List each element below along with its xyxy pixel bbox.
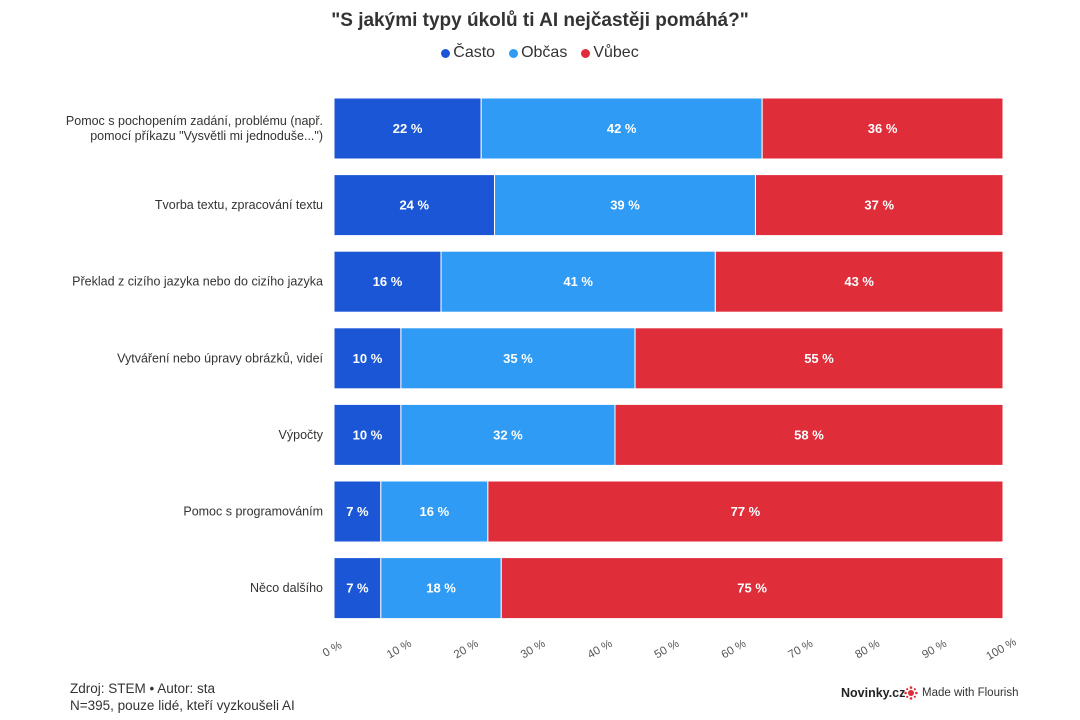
data-label: 32 % xyxy=(493,427,523,442)
bar-segment[interactable] xyxy=(333,403,402,466)
data-label: 37 % xyxy=(864,198,894,213)
brand-logo[interactable]: Novinky.cz xyxy=(841,686,906,700)
data-label: 16 % xyxy=(420,504,450,519)
x-tick-label: 30 % xyxy=(519,638,548,662)
category-label: Pomoc s programováním xyxy=(183,505,323,519)
bar-segment[interactable] xyxy=(714,250,1004,313)
data-label: 22 % xyxy=(393,121,423,136)
x-tick-label: 20 % xyxy=(452,638,481,662)
data-label: 36 % xyxy=(868,121,898,136)
data-label: 41 % xyxy=(563,274,593,289)
category-label: Něco dalšího xyxy=(250,581,323,595)
category-label: Tvorba textu, zpracování textu xyxy=(155,198,323,212)
x-tick-label: 80 % xyxy=(853,638,882,662)
chart-title: "S jakými typy úkolů ti AI nejčastěji po… xyxy=(331,10,749,31)
legend: Často Občas Vůbec xyxy=(0,44,1080,62)
bar-segment[interactable] xyxy=(400,327,636,390)
category-label: Pomoc s pochopením zadání, problému (nap… xyxy=(66,114,323,143)
flourish-label: Made with Flourish xyxy=(922,687,1019,699)
bar-segment[interactable] xyxy=(487,480,1004,543)
bar-segment[interactable] xyxy=(754,174,1004,237)
data-label: 55 % xyxy=(804,351,834,366)
bar-segment[interactable] xyxy=(440,250,716,313)
bar-segment[interactable] xyxy=(333,480,382,543)
bar-segment[interactable] xyxy=(400,403,616,466)
data-label: 7 % xyxy=(346,504,369,519)
bar-segment[interactable] xyxy=(634,327,1004,390)
data-label: 43 % xyxy=(844,274,874,289)
flourish-credit[interactable]: Made with Flourish xyxy=(904,686,1019,700)
bar-segment[interactable] xyxy=(333,557,382,620)
legend-swatch-casto xyxy=(441,48,451,58)
data-label: 10 % xyxy=(353,351,383,366)
category-label: Výpočty xyxy=(279,428,324,442)
data-label: 39 % xyxy=(610,198,640,213)
bar-segment[interactable] xyxy=(333,250,442,313)
source-note: Zdroj: STEM • Autor: sta xyxy=(70,681,216,696)
bar-segment[interactable] xyxy=(480,97,763,160)
bar-segment[interactable] xyxy=(761,97,1004,160)
x-tick-label: 70 % xyxy=(786,638,815,662)
data-label: 75 % xyxy=(737,581,767,596)
data-label: 18 % xyxy=(426,581,456,596)
x-tick-label: 90 % xyxy=(920,638,949,662)
stacked-bar-chart: Pomoc s pochopením zadání, problému (nap… xyxy=(66,97,1019,663)
flourish-icon xyxy=(904,686,918,700)
bar-segment[interactable] xyxy=(500,557,1004,620)
bar-segment[interactable] xyxy=(380,480,489,543)
data-label: 35 % xyxy=(503,351,533,366)
legend-item-casto[interactable]: Často xyxy=(441,44,495,62)
legend-item-obcas[interactable]: Občas xyxy=(509,44,567,62)
legend-label-casto: Často xyxy=(453,44,496,61)
data-label: 24 % xyxy=(399,198,429,213)
x-tick-label: 100 % xyxy=(984,636,1018,663)
x-tick-label: 10 % xyxy=(385,638,414,662)
data-label: 58 % xyxy=(794,427,824,442)
bar-segment[interactable] xyxy=(333,174,496,237)
legend-label-vubec: Vůbec xyxy=(593,44,639,61)
x-tick-label: 0 % xyxy=(321,639,344,659)
chart-footer: Zdroj: STEM • Autor: sta N=395, pouze li… xyxy=(70,680,295,714)
legend-swatch-obcas xyxy=(509,48,519,58)
x-tick-label: 50 % xyxy=(653,638,682,662)
data-label: 16 % xyxy=(373,274,403,289)
data-label: 42 % xyxy=(607,121,637,136)
legend-label-obcas: Občas xyxy=(521,44,568,61)
category-label: Vytváření nebo úpravy obrázků, videí xyxy=(117,351,323,365)
sample-note: N=395, pouze lidé, kteří vyzkoušeli AI xyxy=(70,698,295,713)
data-label: 7 % xyxy=(346,581,369,596)
bar-segment[interactable] xyxy=(614,403,1004,466)
bar-segment[interactable] xyxy=(494,174,756,237)
category-label: Překlad z cizího jazyka nebo do cizího j… xyxy=(72,275,323,289)
legend-swatch-vubec xyxy=(581,48,591,58)
data-label: 10 % xyxy=(353,427,383,442)
x-tick-label: 40 % xyxy=(586,638,615,662)
bar-segment[interactable] xyxy=(333,327,402,390)
legend-item-vubec[interactable]: Vůbec xyxy=(581,44,639,62)
data-label: 77 % xyxy=(731,504,761,519)
x-tick-label: 60 % xyxy=(720,638,749,662)
